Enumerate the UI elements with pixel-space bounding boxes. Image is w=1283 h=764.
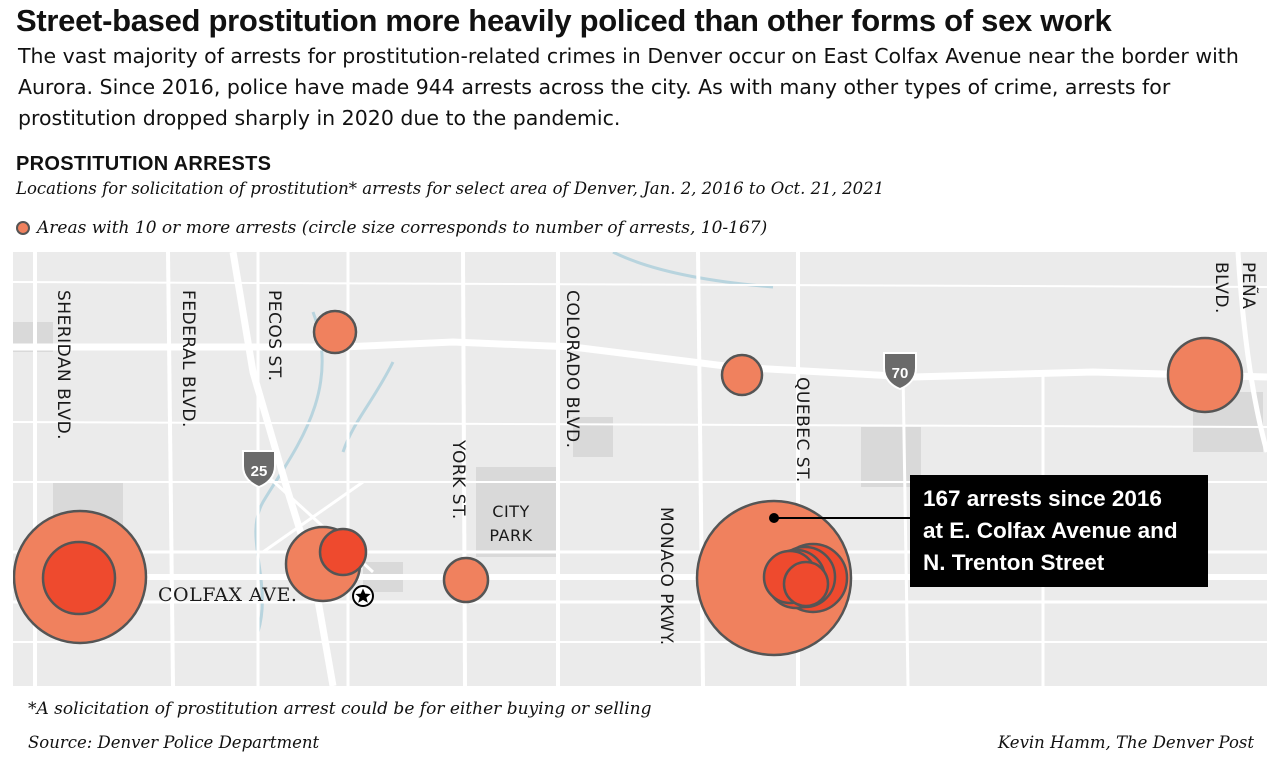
street-label-quebec: QUEBEC ST.: [792, 377, 812, 483]
street-label-pena-line1: PEÑA: [1238, 262, 1260, 309]
interstate-25-shield: 25: [242, 450, 276, 489]
capitol-star-icon: [352, 585, 374, 607]
legend: Areas with 10 or more arrests (circle si…: [16, 216, 767, 240]
map-canvas: SHERIDAN BLVD. FEDERAL BLVD. PECOS ST. C…: [13, 252, 1267, 686]
arrest-circle[interactable]: [312, 309, 358, 355]
headline: Street-based prostitution more heavily p…: [16, 3, 1112, 38]
chart-subtitle: Locations for solicitation of prostituti…: [16, 179, 885, 198]
street-label-colorado: COLORADO BLVD.: [562, 290, 582, 449]
arrest-circle[interactable]: [41, 540, 117, 616]
road: [166, 252, 175, 686]
interstate-70-label: 70: [892, 365, 909, 382]
shield-icon: [242, 450, 276, 489]
arrest-circle[interactable]: [318, 527, 368, 577]
street-label-monaco: MONACO PKWY.: [656, 507, 676, 646]
road: [461, 252, 467, 686]
street-label-york: YORK ST.: [448, 439, 468, 520]
callout-dot: [769, 513, 779, 523]
arrest-circles: [13, 309, 1244, 657]
footnote: *A solicitation of prostitution arrest c…: [28, 699, 652, 719]
street-label-pecos: PECOS ST.: [264, 290, 284, 382]
callout-leader: [769, 513, 913, 523]
callout-line1: 167 arrests since 2016: [923, 486, 1162, 511]
interstate-25: [229, 252, 337, 686]
interstate-70: [13, 338, 1267, 381]
pena-boulevard-road: [1235, 252, 1267, 453]
road: [13, 421, 1267, 428]
arrest-map[interactable]: SHERIDAN BLVD. FEDERAL BLVD. PECOS ST. C…: [13, 252, 1267, 686]
shield-icon: [883, 352, 917, 391]
credit: Kevin Hamm, The Denver Post: [997, 733, 1254, 752]
river: [612, 252, 774, 289]
arrest-circle[interactable]: [442, 556, 490, 604]
city-park-label-line1: CITY: [492, 502, 529, 521]
street-label-pena-line2: BLVD.: [1211, 262, 1231, 314]
street-label-federal: FEDERAL BLVD.: [178, 290, 198, 428]
arrest-circle[interactable]: [782, 560, 830, 608]
arrest-circle[interactable]: [720, 353, 764, 397]
callout-line2: at E. Colfax Avenue and: [923, 518, 1178, 543]
street-labels: SHERIDAN BLVD. FEDERAL BLVD. PECOS ST. C…: [53, 262, 1260, 646]
chart-title: PROSTITUTION ARRESTS: [16, 153, 272, 175]
interstate-70-shield: 70: [883, 352, 917, 391]
city-park-label-line2: PARK: [489, 526, 532, 545]
legend-circle-icon: [16, 221, 30, 235]
arrest-circle[interactable]: [1166, 336, 1244, 414]
river: [341, 361, 395, 453]
callout-box: 167 arrests since 2016 at E. Colfax Aven…: [910, 475, 1208, 587]
interstate-25-label: 25: [251, 463, 268, 480]
road: [13, 281, 1267, 288]
street-label-sheridan: SHERIDAN BLVD.: [53, 290, 73, 440]
roads: [13, 252, 1267, 686]
legend-label: Areas with 10 or more arrests (circle si…: [37, 218, 768, 238]
callout-line3: N. Trenton Street: [923, 550, 1105, 575]
river: [254, 311, 324, 633]
road: [901, 371, 910, 686]
source: Source: Denver Police Department: [28, 733, 320, 752]
dek: The vast majority of arrests for prostit…: [18, 44, 1239, 130]
road: [696, 252, 705, 686]
street-label-colfax: COLFAX AVE.: [158, 584, 297, 606]
